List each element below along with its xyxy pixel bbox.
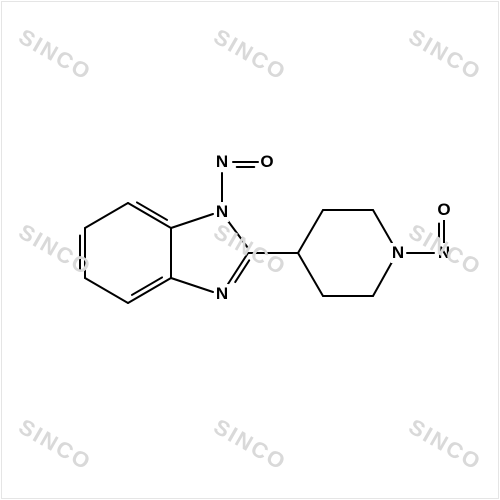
- molecule-structure: [0, 0, 500, 500]
- atom-label: N: [215, 152, 229, 172]
- atom-label: N: [391, 243, 405, 263]
- atom-label: N: [215, 202, 229, 222]
- atom-label: N: [437, 243, 451, 263]
- atom-label: O: [259, 152, 274, 172]
- atom-label: N: [215, 284, 229, 304]
- atom-label: O: [436, 200, 451, 220]
